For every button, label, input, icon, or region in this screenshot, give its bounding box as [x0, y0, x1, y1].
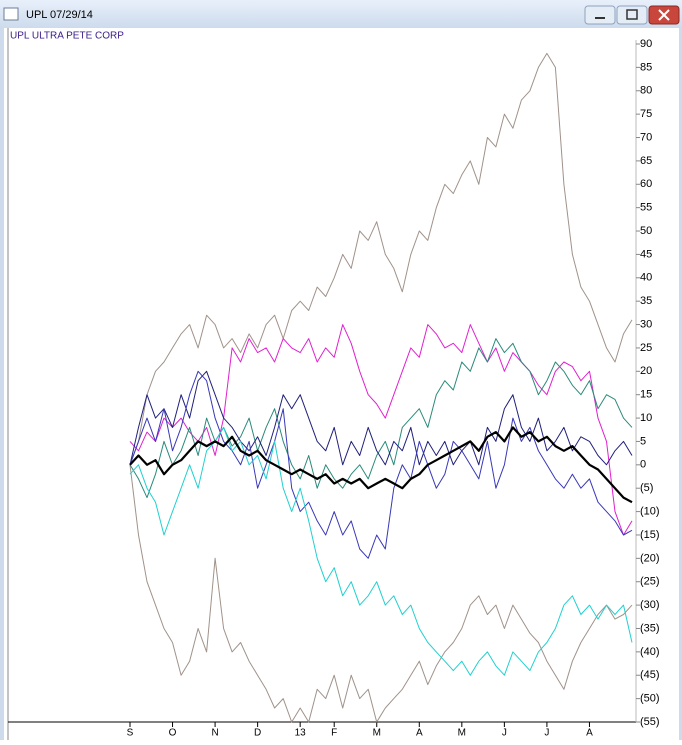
x-tick-label: A	[586, 728, 593, 739]
maximize-icon	[626, 9, 638, 20]
series-line	[129, 370, 633, 466]
y-tick-label: 55	[640, 202, 652, 214]
y-tick-label: (25)	[640, 576, 660, 588]
y-tick-label: 25	[640, 342, 652, 354]
y-tick-label: 75	[640, 108, 652, 120]
x-tick-label: S	[127, 728, 134, 739]
series-line	[129, 370, 633, 559]
y-tick-label: (15)	[640, 529, 660, 541]
y-tick-label: 30	[640, 318, 652, 330]
y-tick-label: 45	[640, 248, 652, 260]
y-tick-label: (5)	[640, 482, 653, 494]
y-tick-label: 60	[640, 178, 652, 190]
chart-title: UPL ULTRA PETE CORP	[10, 31, 124, 42]
y-tick-label: 10	[640, 412, 652, 424]
y-tick-label: 65	[640, 155, 652, 167]
y-tick-label: 20	[640, 365, 652, 377]
x-tick-label: J	[544, 728, 549, 739]
minimize-button[interactable]	[584, 5, 616, 25]
maximize-button[interactable]	[616, 5, 648, 25]
series-line	[129, 324, 633, 536]
x-tick-label: O	[169, 728, 177, 739]
series-line	[129, 52, 633, 465]
y-tick-label: 5	[640, 435, 646, 447]
x-tick-label: A	[416, 728, 423, 739]
x-tick-label: M	[373, 728, 381, 739]
y-tick-label: (45)	[640, 669, 660, 681]
x-tick-label: D	[254, 728, 261, 739]
y-tick-label: 80	[640, 85, 652, 97]
x-tick-label: N	[211, 728, 218, 739]
y-tick-label: 70	[640, 131, 652, 143]
chart-area	[4, 28, 679, 740]
y-tick-label: (10)	[640, 505, 660, 517]
y-tick-label: 85	[640, 61, 652, 73]
y-tick-label: (55)	[640, 716, 660, 728]
series-line	[129, 338, 633, 499]
title-bar	[0, 0, 682, 28]
x-tick-label: M	[458, 728, 466, 739]
y-tick-label: 15	[640, 389, 652, 401]
y-tick-label: 50	[640, 225, 652, 237]
y-tick-label: (30)	[640, 599, 660, 611]
series-line	[129, 464, 633, 723]
y-tick-label: 0	[640, 459, 646, 471]
series-line	[129, 426, 633, 504]
x-tick-label: 13	[295, 728, 307, 739]
y-tick-label: 90	[640, 38, 652, 50]
x-tick-label: F	[331, 728, 337, 739]
app-icon	[3, 7, 19, 21]
y-tick-label: 40	[640, 272, 652, 284]
y-tick-label: 35	[640, 295, 652, 307]
y-tick-label: (35)	[640, 622, 660, 634]
y-tick-label: (50)	[640, 693, 660, 705]
y-tick-label: (20)	[640, 552, 660, 564]
x-tick-label: J	[502, 728, 507, 739]
window-title: UPL 07/29/14	[26, 9, 93, 21]
y-tick-label: (40)	[640, 646, 660, 658]
close-icon	[658, 9, 670, 21]
